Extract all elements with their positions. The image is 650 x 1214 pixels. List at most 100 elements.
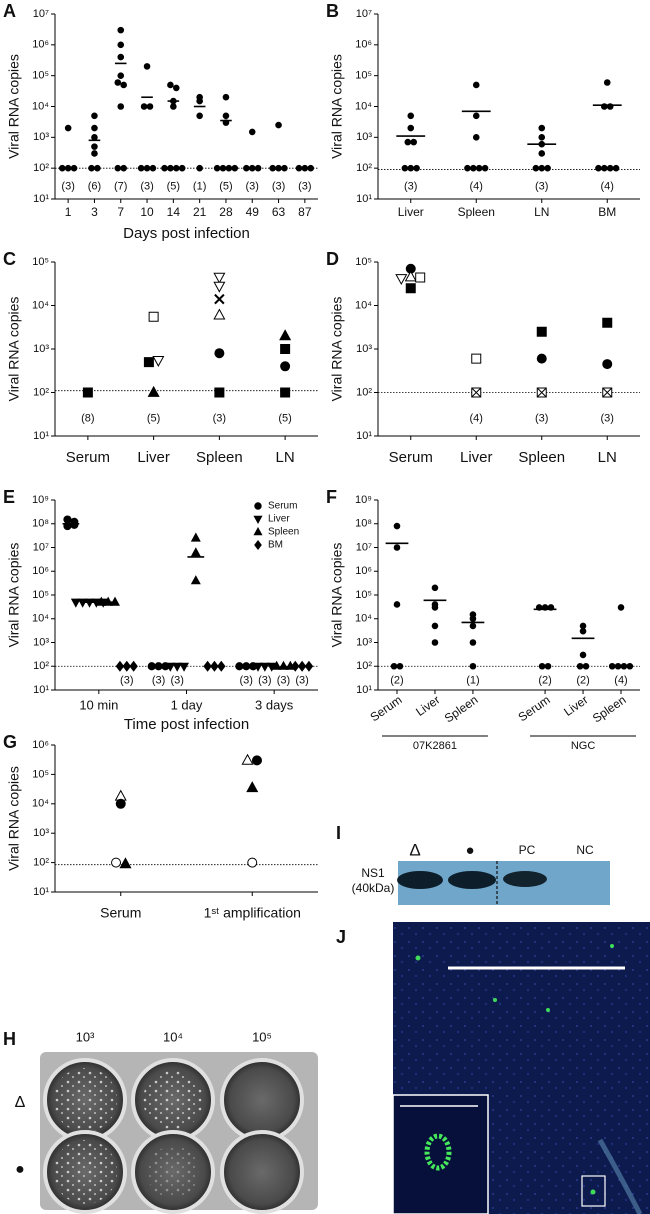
x-tick-label: 10 min bbox=[79, 697, 118, 712]
n-label: (5) bbox=[278, 413, 291, 425]
point bbox=[576, 662, 584, 670]
well bbox=[220, 1130, 304, 1214]
point bbox=[472, 112, 480, 120]
point bbox=[203, 660, 212, 672]
point bbox=[407, 164, 415, 172]
y-tick-label: 10³ bbox=[33, 131, 49, 143]
point bbox=[614, 662, 622, 670]
point bbox=[307, 164, 315, 172]
point bbox=[396, 662, 404, 670]
y-tick-label: 10² bbox=[33, 857, 49, 869]
point bbox=[271, 660, 282, 670]
panel-letter: C bbox=[3, 249, 16, 269]
y-axis-label: Viral RNA copies bbox=[329, 54, 345, 159]
point bbox=[222, 112, 230, 120]
point bbox=[538, 150, 546, 157]
y-tick-label: 10² bbox=[33, 386, 49, 398]
x-tick-label: Liver bbox=[137, 449, 170, 466]
point bbox=[143, 357, 154, 368]
point bbox=[129, 660, 138, 672]
n-label: (3) bbox=[213, 413, 226, 425]
x-tick-label: 21 bbox=[193, 205, 207, 219]
y-tick-label: 10⁶ bbox=[32, 739, 49, 751]
point bbox=[64, 124, 72, 132]
x-tick-label: Liver bbox=[561, 693, 590, 719]
point bbox=[243, 164, 250, 172]
point bbox=[275, 164, 282, 172]
point bbox=[393, 544, 401, 551]
point bbox=[269, 164, 276, 172]
x-tick-label: Liver bbox=[413, 693, 442, 719]
point bbox=[190, 532, 201, 542]
y-tick-label: 10² bbox=[33, 162, 49, 174]
row-label: Δ bbox=[15, 1094, 26, 1111]
point bbox=[241, 753, 254, 765]
y-tick-label: 10⁵ bbox=[355, 589, 372, 601]
point bbox=[393, 522, 401, 530]
point bbox=[196, 164, 203, 172]
plaque-area bbox=[53, 1068, 117, 1132]
x-tick-label: LN bbox=[534, 205, 549, 219]
point bbox=[222, 93, 230, 101]
point bbox=[291, 660, 300, 672]
point bbox=[70, 598, 81, 608]
inset bbox=[392, 1094, 489, 1214]
point bbox=[143, 63, 151, 70]
n-label: (3) bbox=[404, 181, 417, 193]
point bbox=[70, 520, 79, 529]
point bbox=[612, 164, 620, 172]
x-tick-label: 1 bbox=[65, 205, 72, 219]
point bbox=[190, 547, 201, 557]
x-tick-label: 10 bbox=[140, 205, 154, 219]
plaques bbox=[53, 1068, 203, 1204]
y-tick-label: 10¹ bbox=[356, 430, 372, 442]
point bbox=[472, 134, 480, 141]
point bbox=[390, 662, 398, 670]
x-tick-label: 3 days bbox=[255, 697, 294, 712]
point bbox=[172, 164, 180, 172]
point bbox=[154, 662, 163, 671]
point bbox=[544, 164, 551, 172]
n-label: (3) bbox=[61, 181, 74, 193]
n-label: (3) bbox=[140, 181, 153, 193]
point bbox=[146, 103, 154, 110]
band bbox=[503, 871, 547, 887]
point bbox=[413, 164, 420, 172]
point bbox=[137, 164, 145, 172]
n-label: (5) bbox=[147, 413, 160, 425]
point bbox=[248, 128, 256, 136]
x-tick-label: 14 bbox=[167, 205, 181, 219]
n-label: (2) bbox=[538, 674, 551, 686]
y-axis-label: Viral RNA copies bbox=[6, 54, 22, 159]
point bbox=[538, 124, 546, 132]
point bbox=[601, 164, 608, 172]
legend-label: Serum bbox=[268, 501, 297, 512]
y-tick-label: 10⁴ bbox=[355, 100, 372, 112]
x-tick-label: Spleen bbox=[458, 205, 495, 219]
point bbox=[115, 660, 125, 672]
lane-label: NC bbox=[576, 843, 594, 857]
point bbox=[295, 164, 303, 172]
point bbox=[172, 84, 180, 92]
point bbox=[64, 164, 72, 172]
n-label: (3) bbox=[298, 181, 311, 193]
point bbox=[431, 639, 439, 646]
point bbox=[579, 651, 587, 659]
x-tick-label: LN bbox=[276, 449, 295, 466]
x-tick-label: Spleen bbox=[518, 449, 565, 466]
panel-letter: A bbox=[3, 1, 16, 21]
y-tick-label: 10³ bbox=[33, 827, 49, 839]
point bbox=[170, 103, 177, 110]
point bbox=[536, 387, 547, 398]
legend-label: BM bbox=[268, 540, 283, 551]
lane-label: PC bbox=[519, 843, 536, 857]
n-label: (4) bbox=[614, 674, 627, 686]
y-axis-label: Viral RNA copies bbox=[329, 543, 345, 648]
n-label: (3) bbox=[152, 674, 165, 686]
point bbox=[246, 781, 259, 793]
inset-box bbox=[581, 1175, 606, 1207]
band bbox=[448, 871, 496, 889]
x-tick-label: 3 bbox=[91, 205, 98, 219]
point bbox=[471, 387, 482, 398]
y-tick-label: 10⁵ bbox=[32, 589, 49, 601]
